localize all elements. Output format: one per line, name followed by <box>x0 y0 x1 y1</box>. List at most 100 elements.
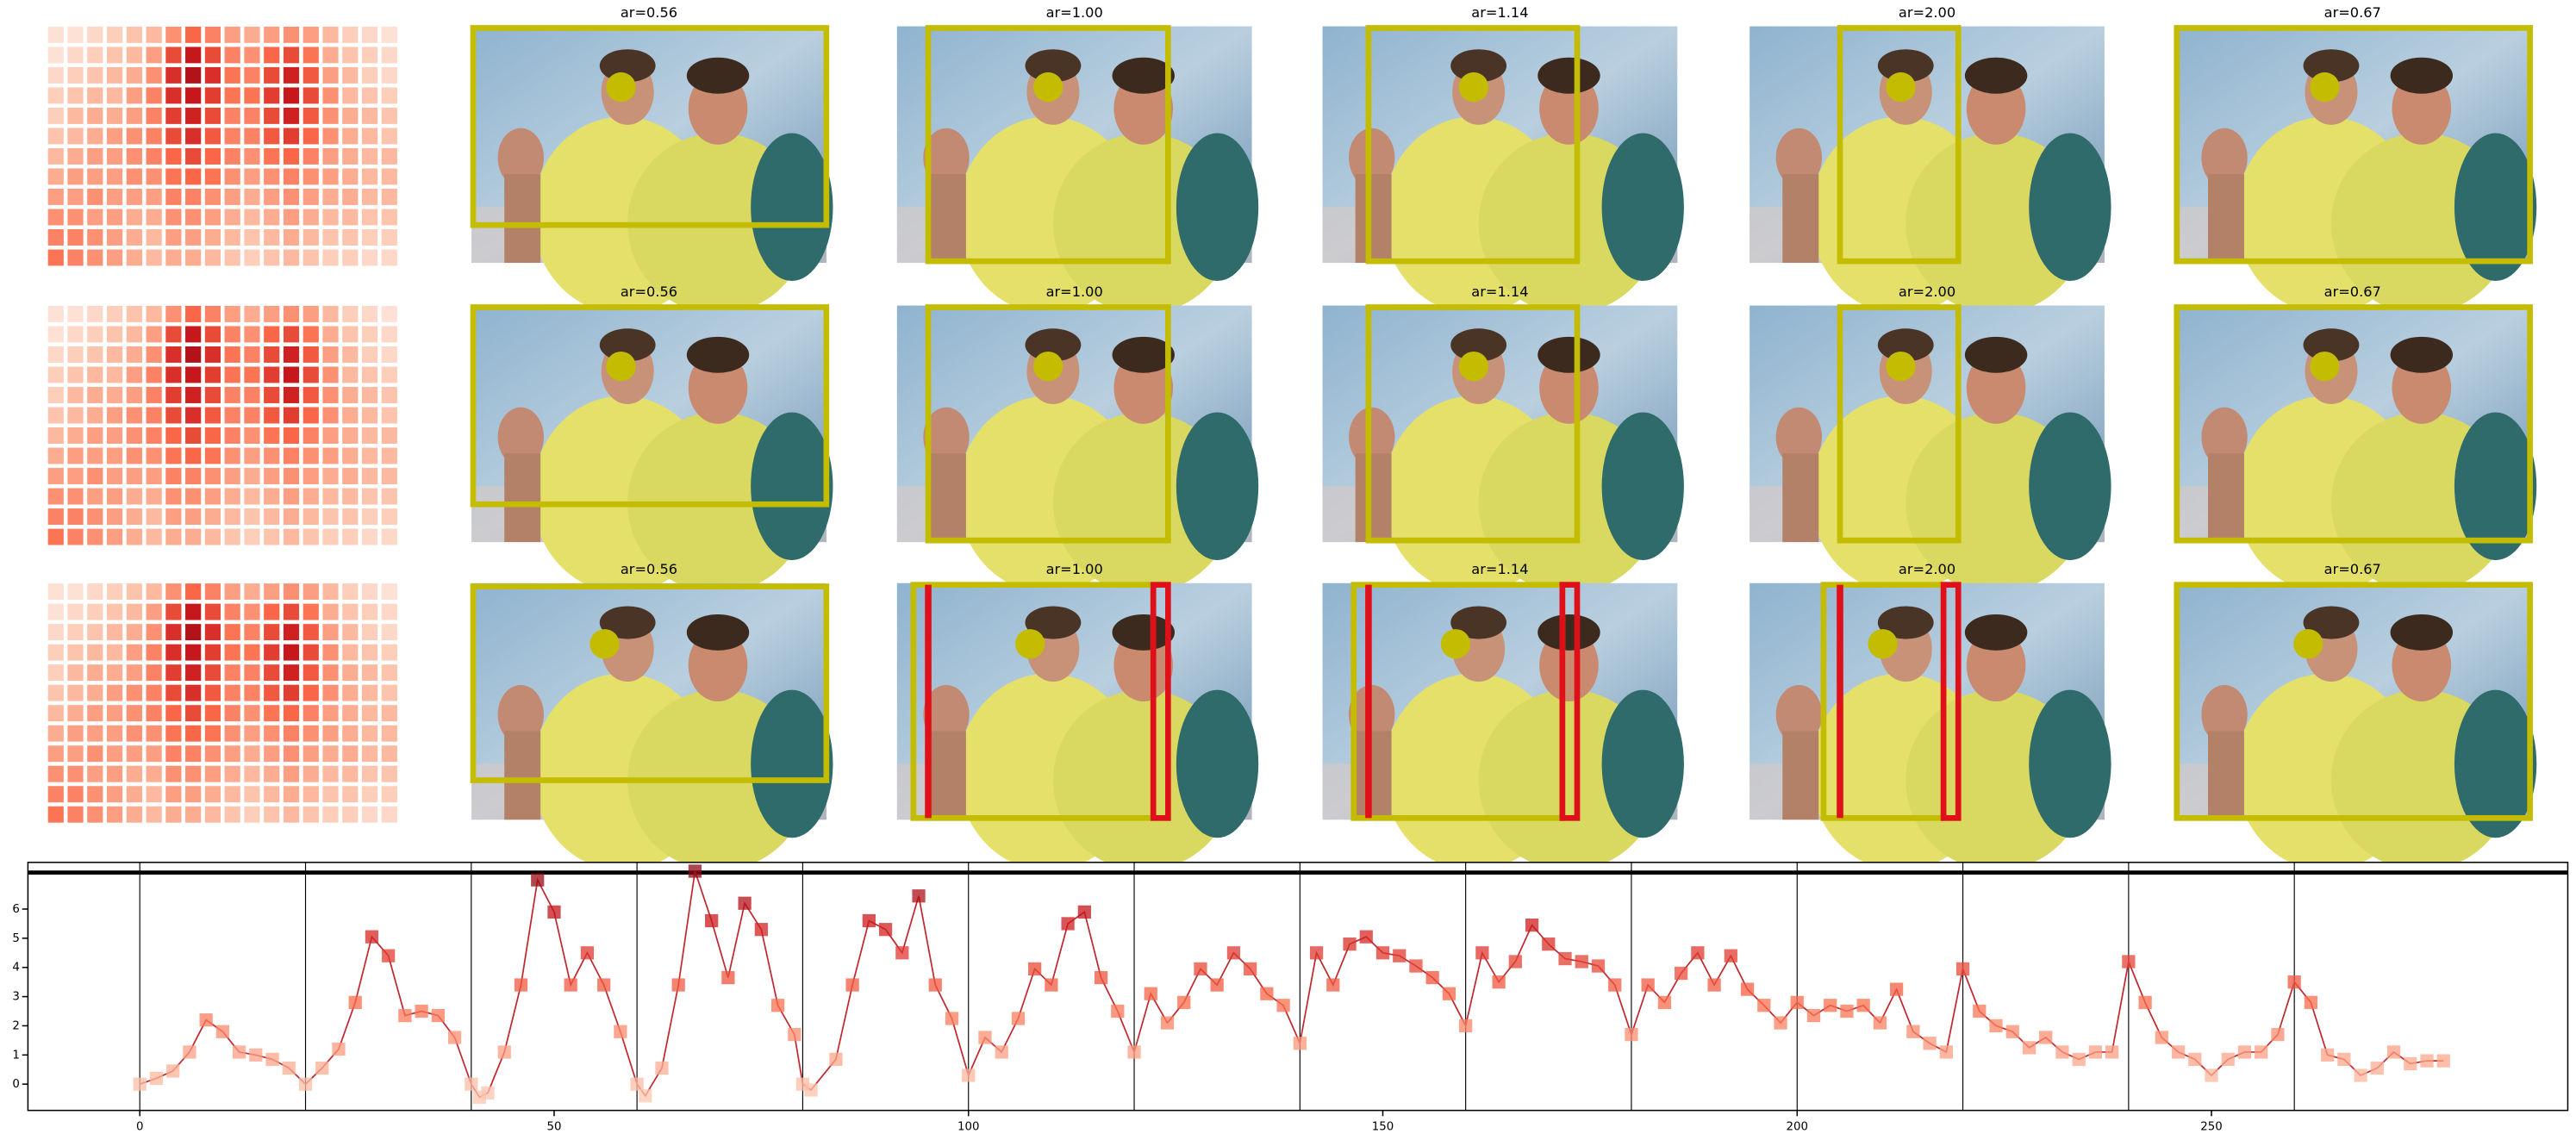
heatmap-cell <box>87 387 103 403</box>
point-marker <box>1343 938 1357 951</box>
heatmap-cell <box>47 407 64 424</box>
point-marker <box>1806 1008 1821 1023</box>
heatmap-cell <box>67 326 84 343</box>
image-title: ar=2.00 <box>1899 283 1955 300</box>
heatmap-cell <box>47 366 64 383</box>
heatmap-cell <box>67 745 84 763</box>
heatmap-cell <box>106 447 123 464</box>
heatmap-cell <box>381 583 397 601</box>
heatmap-cell <box>322 168 339 185</box>
heatmap-cell <box>146 745 162 763</box>
focus-point <box>606 351 636 382</box>
heatmap-cell <box>185 765 202 782</box>
heatmap-cell <box>224 229 240 246</box>
heatmap-cell <box>106 366 123 383</box>
heatmap-cell <box>106 387 123 403</box>
point-marker <box>1028 962 1042 976</box>
heatmap-cell <box>381 765 397 782</box>
heatmap-cell <box>165 229 182 246</box>
heatmap-cell <box>244 26 260 43</box>
point-marker <box>1111 1004 1125 1019</box>
point-marker <box>2255 1045 2268 1059</box>
heatmap-cell <box>185 209 202 226</box>
heatmap-cell <box>204 249 221 266</box>
focus-point <box>1886 72 1916 103</box>
series-line <box>139 870 2444 1099</box>
heatmap-cell <box>224 366 240 383</box>
heatmap-cell <box>224 684 240 701</box>
heatmap-cell <box>303 87 319 104</box>
heatmap-cell <box>165 326 182 343</box>
heatmap-cell <box>283 188 300 205</box>
heatmap-cell <box>67 684 84 701</box>
point-marker <box>1824 999 1837 1012</box>
heatmap-cell <box>126 305 142 322</box>
heatmap-cell <box>224 488 240 505</box>
point-marker <box>365 930 379 944</box>
crop-box <box>1365 25 1581 265</box>
heatmap-cell <box>126 387 142 403</box>
heatmap-cell <box>361 447 378 464</box>
heatmap-cell <box>146 447 162 464</box>
point-marker <box>1691 946 1705 960</box>
heatmap-cell <box>224 786 240 803</box>
heatmap-cell <box>185 644 202 661</box>
heatmap-cell <box>47 468 64 484</box>
heatmap-cell <box>322 765 339 782</box>
heatmap-cell <box>106 47 123 64</box>
heatmap-cell <box>126 407 142 424</box>
heatmap-cell <box>342 147 359 165</box>
heatmap-cell <box>244 725 260 742</box>
heatmap-cell <box>224 26 240 43</box>
heatmap-cell <box>67 366 84 383</box>
point-marker <box>1061 917 1075 931</box>
image-title: ar=1.00 <box>1046 561 1103 577</box>
point-marker <box>1939 1045 1953 1059</box>
heatmap-cell <box>204 468 221 484</box>
heatmap-cell <box>146 87 162 104</box>
heatmap-cell <box>264 188 280 205</box>
heatmap-cell <box>264 407 280 424</box>
heatmap-cell <box>244 806 260 823</box>
heatmap-cell <box>87 305 103 322</box>
heatmap-cell <box>244 427 260 444</box>
heatmap-cell <box>244 624 260 641</box>
heatmap-cell <box>244 229 260 246</box>
heatmap-cell <box>361 624 378 641</box>
heatmap-cell <box>126 644 142 661</box>
heatmap-cell <box>361 705 378 722</box>
heatmap-cell <box>87 786 103 803</box>
heatmap-cell <box>342 664 359 682</box>
point-marker <box>928 978 942 992</box>
heatmap-cell <box>106 168 123 185</box>
point-marker <box>1558 951 1572 966</box>
heatmap-cell <box>381 508 397 526</box>
heatmap-cell <box>244 447 260 464</box>
point-marker <box>2055 1045 2069 1059</box>
heatmap-cell <box>361 806 378 823</box>
heatmap-cell <box>47 47 64 64</box>
point-marker <box>962 1068 976 1082</box>
heatmap-cell <box>264 488 280 505</box>
point-marker <box>564 978 577 992</box>
heatmap-cell <box>185 468 202 484</box>
heatmap-cell <box>381 87 397 104</box>
point-marker <box>1409 959 1423 973</box>
point-marker <box>149 1071 164 1086</box>
heatmap-cell <box>264 47 280 64</box>
heatmap-cell <box>303 745 319 763</box>
heatmap-cell <box>106 249 123 266</box>
heatmap-cell <box>47 107 64 124</box>
heatmap-cell <box>146 705 162 722</box>
point-marker <box>1244 962 1257 976</box>
x-tick-label: 250 <box>2200 1121 2222 1134</box>
heatmap-cell <box>106 705 123 722</box>
heatmap-cell <box>264 366 280 383</box>
heatmap-cell <box>303 168 319 185</box>
heatmap-cell <box>224 305 240 322</box>
point-marker <box>845 978 859 992</box>
heatmap-cell <box>244 346 260 363</box>
heatmap-cell <box>165 107 182 124</box>
heatmap-cell <box>303 26 319 43</box>
heatmap-cell <box>126 366 142 383</box>
